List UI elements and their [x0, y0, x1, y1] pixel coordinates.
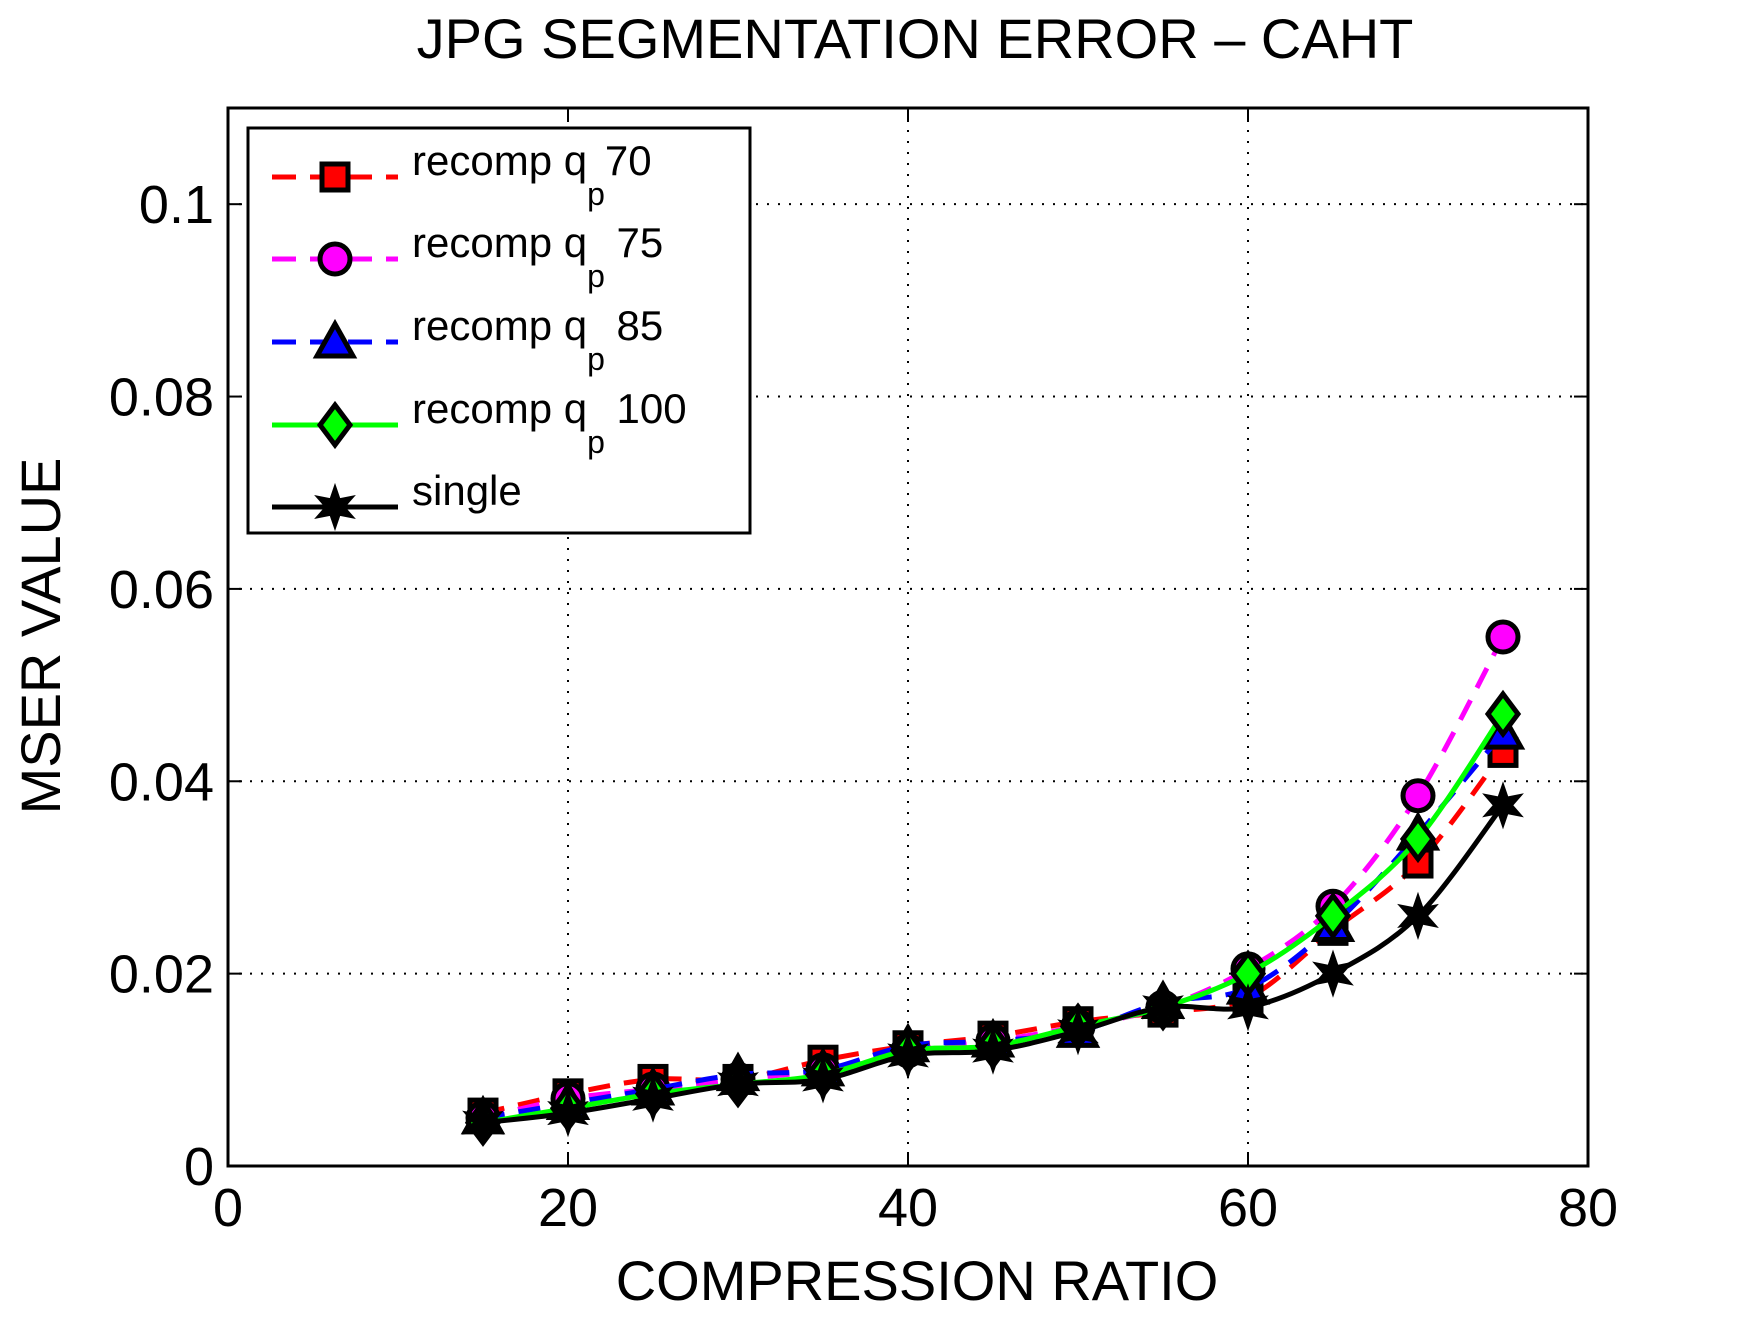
- data-point: [1482, 781, 1524, 830]
- data-point: [1397, 891, 1439, 940]
- data-point: [1314, 891, 1352, 941]
- legend-entry: single: [272, 467, 522, 532]
- data-point: [717, 1060, 759, 1109]
- data-point: [1312, 949, 1354, 998]
- legend-entry: recomp qp 100: [272, 385, 687, 460]
- data-point: [972, 1026, 1014, 1075]
- legend-marker: [314, 482, 356, 532]
- axis-ticks: 0 20 40 60 80 0 0.02 0.04 0.06 0.08 0.1: [109, 108, 1618, 1238]
- x-tick-label: 0: [213, 1178, 243, 1238]
- data-point: [1227, 983, 1269, 1032]
- series-line: [482, 731, 1505, 1121]
- chart-title: JPG SEGMENTATION ERROR – CAHT: [417, 7, 1414, 70]
- legend-marker: [319, 161, 351, 193]
- series-group: [460, 619, 1526, 1147]
- x-tick-label: 40: [878, 1178, 938, 1238]
- data-point: [1057, 1007, 1099, 1056]
- legend-entry: recomp qp 75: [272, 219, 663, 294]
- data-point: [802, 1055, 844, 1104]
- data-point: [1142, 983, 1184, 1032]
- legend-label-tail: 100: [605, 385, 687, 432]
- legend-label: recomp qp70: [412, 137, 652, 212]
- data-point: [1484, 689, 1522, 739]
- x-tick-label: 60: [1218, 1178, 1278, 1238]
- legend-label-main: single: [412, 467, 522, 514]
- legend-label: single: [412, 467, 522, 514]
- legend-marker: [317, 241, 353, 277]
- legend-entry: recomp qp70: [272, 137, 652, 212]
- y-axis-label: MSER VALUE: [9, 458, 72, 815]
- legend-label-tail: 85: [605, 302, 663, 349]
- y-tick-label: 0: [184, 1137, 214, 1197]
- y-tick-label: 0.02: [109, 945, 214, 1005]
- data-point: [632, 1074, 674, 1123]
- legend-label-tail: 70: [605, 137, 652, 184]
- legend-label-main: recomp q: [412, 385, 587, 432]
- data-point: [547, 1089, 589, 1138]
- series-5: [462, 781, 1524, 1147]
- x-tick-label: 80: [1558, 1178, 1618, 1238]
- legend-label-subscript: p: [587, 341, 605, 377]
- data-point: [1485, 619, 1521, 655]
- legend-label-subscript: p: [587, 258, 605, 294]
- x-axis-label: COMPRESSION RATIO: [616, 1249, 1219, 1312]
- data-point: [1400, 778, 1436, 814]
- legend-label-main: recomp q: [412, 302, 587, 349]
- y-tick-label: 0.1: [139, 175, 214, 235]
- data-point: [1399, 814, 1437, 864]
- legend-label-subscript: p: [587, 424, 605, 460]
- legend-label: recomp qp 85: [412, 302, 663, 377]
- legend-label: recomp qp 100: [412, 385, 687, 460]
- legend-label-subscript: p: [587, 176, 605, 212]
- x-tick-label: 20: [538, 1178, 598, 1238]
- legend-entry: recomp qp 85: [272, 302, 663, 377]
- y-tick-label: 0.06: [109, 560, 214, 620]
- legend-label-main: recomp q: [412, 219, 587, 266]
- legend-label: recomp qp 75: [412, 219, 663, 294]
- data-point: [462, 1098, 504, 1147]
- legend-label-main: recomp q: [412, 137, 587, 184]
- y-tick-label: 0.08: [109, 368, 214, 428]
- legend-marker: [316, 400, 354, 450]
- legend-label-tail: 75: [605, 219, 663, 266]
- y-tick-label: 0.04: [109, 752, 214, 812]
- data-point: [887, 1031, 929, 1080]
- legend-marker: [312, 318, 358, 359]
